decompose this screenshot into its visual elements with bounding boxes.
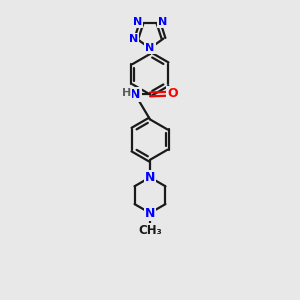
Text: O: O — [167, 87, 178, 100]
Text: N: N — [145, 206, 155, 220]
Text: N: N — [130, 88, 141, 101]
Text: H: H — [122, 88, 131, 98]
Text: N: N — [145, 171, 155, 184]
Text: N: N — [129, 34, 138, 44]
Text: N: N — [158, 16, 167, 27]
Text: N: N — [146, 44, 154, 53]
Text: CH₃: CH₃ — [138, 224, 162, 237]
Text: N: N — [133, 16, 142, 27]
